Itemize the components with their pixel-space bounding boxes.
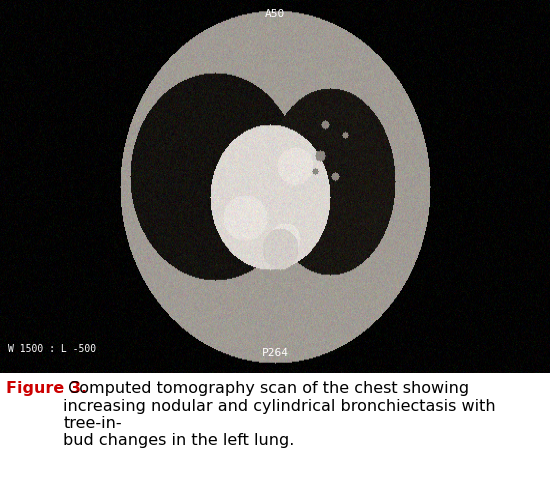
- Text: Computed tomography scan of the chest showing
increasing nodular and cylindrical: Computed tomography scan of the chest sh…: [63, 381, 496, 448]
- Text: Figure 3.: Figure 3.: [6, 381, 87, 396]
- Text: W 1500 : L -500: W 1500 : L -500: [8, 344, 96, 354]
- Text: P264: P264: [261, 348, 289, 358]
- Text: A50: A50: [265, 10, 285, 19]
